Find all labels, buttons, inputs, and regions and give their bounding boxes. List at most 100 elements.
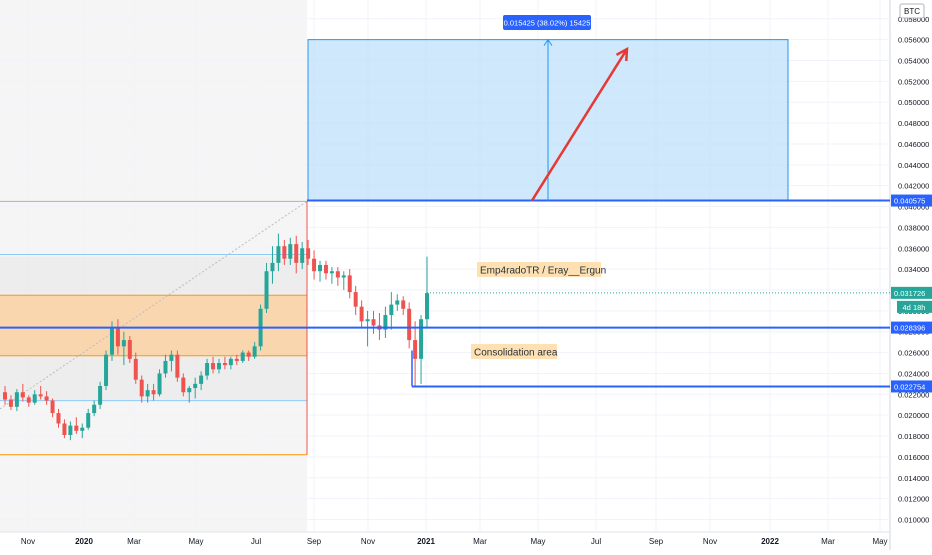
trend-arrow-line[interactable]	[530, 48, 629, 202]
candle[interactable]	[276, 233, 281, 272]
trend-arrow-head	[615, 46, 629, 62]
candle[interactable]	[288, 237, 293, 265]
candle-body	[211, 363, 216, 370]
candle[interactable]	[318, 260, 323, 282]
candle[interactable]	[193, 377, 198, 399]
time-axis[interactable]: Nov 2020 Mar May Jul Sep Nov 2021 Mar May Jul Sep No…	[21, 537, 888, 546]
candle[interactable]	[389, 292, 394, 330]
candle[interactable]	[74, 417, 79, 434]
candle[interactable]	[359, 300, 364, 328]
candle[interactable]	[50, 398, 55, 418]
candle[interactable]	[151, 383, 156, 401]
consolidation-label[interactable]: Consolidation area	[474, 348, 558, 359]
candle[interactable]	[139, 375, 144, 403]
candle[interactable]	[169, 350, 174, 372]
candle-body	[145, 390, 150, 397]
candle-body	[86, 413, 91, 428]
candle[interactable]	[175, 350, 180, 382]
candle[interactable]	[211, 356, 216, 374]
candle[interactable]	[199, 371, 204, 391]
candle[interactable]	[335, 267, 340, 286]
candle[interactable]	[353, 285, 358, 316]
candle[interactable]	[80, 423, 85, 439]
candle[interactable]	[86, 408, 91, 430]
candle[interactable]	[187, 385, 192, 403]
candle[interactable]	[282, 239, 287, 265]
author-label[interactable]: Emp4radoTR / Eray__Ergun	[480, 266, 606, 277]
candle[interactable]	[419, 315, 424, 384]
candle[interactable]	[38, 385, 43, 400]
candle[interactable]	[294, 235, 299, 274]
candle[interactable]	[312, 250, 317, 280]
candle-body	[8, 399, 13, 407]
candles-layer[interactable]	[3, 233, 429, 441]
candle[interactable]	[145, 383, 150, 403]
candle-body	[199, 375, 204, 384]
levels-layer[interactable]	[0, 199, 890, 388]
candle[interactable]	[323, 260, 328, 280]
candle[interactable]	[401, 296, 406, 316]
x-tick-label: Nov	[703, 537, 717, 546]
candle[interactable]	[98, 381, 103, 409]
candle[interactable]	[300, 242, 305, 270]
candle[interactable]	[32, 390, 37, 405]
candle[interactable]	[3, 385, 7, 405]
candle[interactable]	[181, 373, 186, 397]
x-tick-label: 2021	[417, 537, 435, 546]
candle-body	[359, 306, 364, 322]
candle[interactable]	[383, 306, 388, 338]
support-lower-tag-label: 0.022754	[894, 382, 925, 391]
currency-badge[interactable]	[899, 3, 925, 19]
candle[interactable]	[407, 302, 412, 349]
candle[interactable]	[228, 356, 233, 370]
candle[interactable]	[44, 391, 49, 405]
candle[interactable]	[26, 395, 31, 407]
candle[interactable]	[157, 369, 162, 397]
candle[interactable]	[56, 408, 61, 428]
candle[interactable]	[240, 350, 245, 364]
candle-body	[389, 304, 394, 316]
x-tick-label: Mar	[127, 537, 141, 546]
candle[interactable]	[347, 269, 352, 299]
target-measure-tag[interactable]	[503, 15, 591, 30]
candle[interactable]	[329, 267, 334, 284]
candle[interactable]	[252, 342, 257, 359]
candle[interactable]	[425, 256, 429, 328]
candle[interactable]	[62, 419, 67, 439]
candle[interactable]	[413, 321, 418, 386]
y-tick-label: 0.038000	[898, 223, 929, 232]
candle-body	[175, 354, 180, 378]
candle[interactable]	[121, 331, 126, 366]
candle[interactable]	[163, 354, 168, 378]
candle[interactable]	[270, 246, 275, 284]
candle[interactable]	[264, 262, 269, 313]
candle[interactable]	[371, 310, 376, 334]
candle[interactable]	[20, 383, 25, 402]
candle[interactable]	[341, 271, 346, 290]
candle[interactable]	[246, 350, 251, 361]
y-tick-label: 0.016000	[898, 453, 929, 462]
candle[interactable]	[395, 294, 400, 311]
y-tick-label: 0.058000	[898, 15, 929, 24]
candle[interactable]	[365, 310, 370, 347]
diagonal-dotted-line	[0, 200, 308, 410]
candle[interactable]	[104, 350, 109, 391]
candle[interactable]	[133, 352, 138, 384]
candle[interactable]	[115, 319, 120, 355]
candle[interactable]	[222, 356, 227, 370]
candle[interactable]	[216, 358, 221, 374]
overlay-layer[interactable]: 0.015425 (38.02%) 15425 Emp4radoTR / Era…	[471, 15, 629, 359]
candle[interactable]	[234, 354, 239, 366]
price-axis[interactable]: 0.010000 0.012000 0.014000 0.016000 0.018000…	[898, 15, 929, 525]
candle[interactable]	[92, 400, 97, 417]
candle[interactable]	[14, 389, 19, 411]
candle[interactable]	[127, 335, 132, 364]
candle-body	[365, 319, 370, 322]
candle[interactable]	[8, 395, 13, 410]
candle[interactable]	[306, 239, 311, 265]
candle[interactable]	[377, 312, 382, 341]
candle[interactable]	[205, 358, 210, 380]
candle[interactable]	[68, 421, 73, 441]
